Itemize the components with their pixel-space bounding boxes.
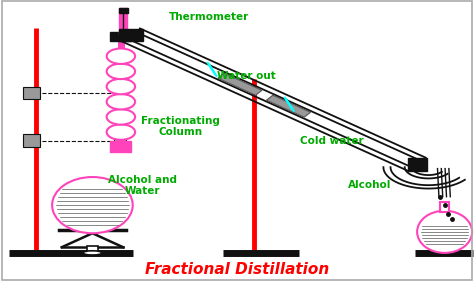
FancyBboxPatch shape [114, 88, 126, 98]
Text: Fractionating
Column: Fractionating Column [141, 116, 219, 137]
FancyBboxPatch shape [266, 95, 310, 117]
Ellipse shape [107, 94, 135, 110]
Text: Cold water: Cold water [300, 135, 364, 146]
Ellipse shape [107, 124, 135, 140]
FancyBboxPatch shape [440, 202, 449, 212]
Ellipse shape [107, 48, 135, 64]
Text: Alcohol and
Water: Alcohol and Water [108, 175, 177, 196]
Ellipse shape [107, 109, 135, 125]
Text: Water out: Water out [217, 71, 276, 81]
FancyBboxPatch shape [119, 29, 143, 41]
FancyBboxPatch shape [408, 158, 427, 171]
Text: Thermometer: Thermometer [168, 12, 249, 22]
Text: Alcohol: Alcohol [348, 180, 392, 191]
Text: Fractional Distillation: Fractional Distillation [145, 262, 329, 277]
Ellipse shape [107, 79, 135, 94]
FancyBboxPatch shape [23, 134, 40, 147]
FancyBboxPatch shape [87, 246, 98, 253]
FancyBboxPatch shape [118, 8, 128, 13]
FancyBboxPatch shape [23, 87, 40, 99]
FancyBboxPatch shape [218, 73, 262, 95]
Ellipse shape [52, 177, 133, 233]
Ellipse shape [83, 251, 102, 255]
FancyBboxPatch shape [114, 135, 126, 146]
Ellipse shape [417, 211, 472, 253]
FancyBboxPatch shape [110, 32, 131, 41]
Ellipse shape [107, 64, 135, 79]
FancyBboxPatch shape [119, 8, 127, 34]
FancyBboxPatch shape [110, 140, 131, 152]
